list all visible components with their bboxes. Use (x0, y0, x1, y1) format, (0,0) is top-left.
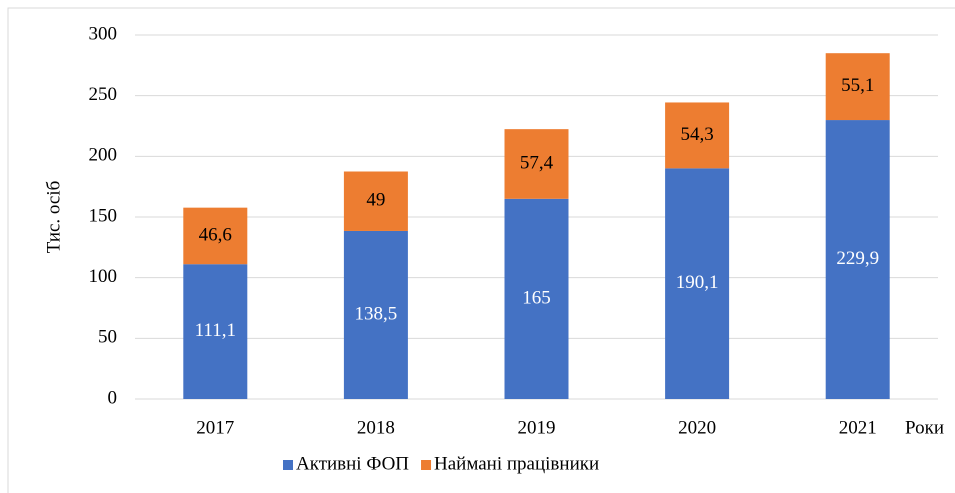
chart-border (7, 7, 955, 493)
data-label: 138,5 (355, 303, 398, 324)
bar-segment (504, 129, 569, 199)
bar-segment (825, 53, 890, 121)
legend-label: Наймані працівники (434, 453, 599, 474)
bar-segment (665, 102, 730, 169)
y-tick-label: 300 (89, 23, 118, 44)
y-tick-label: 200 (89, 145, 118, 166)
x-tick-label: 2019 (518, 417, 556, 438)
data-label: 46,6 (199, 224, 232, 245)
x-tick-label: 2021 (839, 417, 877, 438)
y-tick-label: 150 (89, 205, 118, 226)
legend-swatch (421, 460, 432, 470)
y-tick-label: 50 (98, 327, 117, 348)
data-label: 54,3 (680, 124, 713, 145)
bar-segment (183, 207, 248, 265)
x-tick-label: 2017 (196, 417, 234, 438)
x-tick-label: 2020 (678, 417, 716, 438)
bar-segment (183, 264, 248, 399)
bar-segment (343, 171, 408, 231)
bar-segment (504, 198, 569, 399)
data-label: 165 (522, 287, 551, 308)
data-label: 111,1 (195, 320, 236, 341)
y-tick-label: 100 (89, 266, 118, 287)
y-tick-label: 250 (89, 84, 118, 105)
data-label: 190,1 (676, 272, 719, 293)
data-label: 57,4 (520, 152, 554, 173)
data-label: 229,9 (836, 248, 879, 269)
y-tick-label: 0 (108, 387, 118, 408)
legend-swatch (283, 460, 293, 470)
bar-segment (825, 120, 890, 400)
legend-label: Активні ФОП (296, 453, 409, 474)
y-axis-label: Тис. осіб (43, 181, 64, 254)
data-label: 49 (366, 190, 385, 211)
bar-segment (343, 230, 408, 399)
bar-segment (665, 168, 730, 399)
x-axis-label: Роки (905, 417, 944, 438)
x-tick-label: 2018 (357, 417, 395, 438)
data-label: 55,1 (841, 75, 874, 96)
